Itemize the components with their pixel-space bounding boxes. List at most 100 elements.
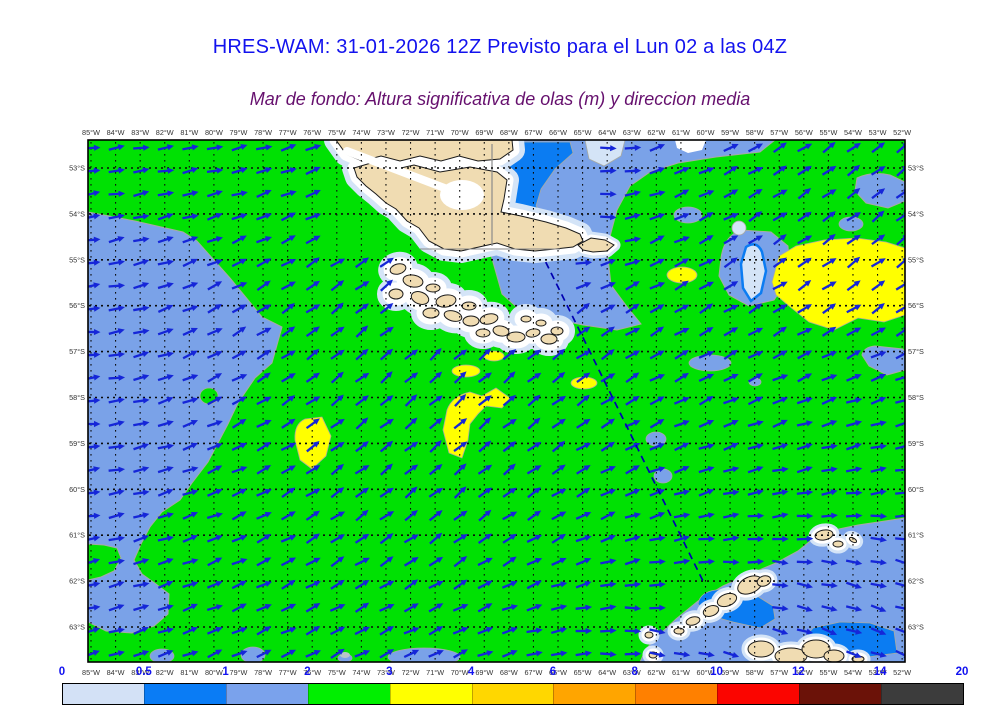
wave-region-1-2m [88, 211, 283, 634]
land-mass [801, 639, 831, 659]
wave-arrow-head [558, 371, 566, 379]
wave-arrow [552, 351, 562, 361]
wave-arrow-head [166, 236, 174, 243]
wave-arrow [182, 237, 194, 244]
wave-arrow [871, 213, 882, 223]
wave-arrow [649, 560, 661, 564]
wave-arrow [354, 466, 366, 475]
wave-arrow [674, 398, 686, 405]
wave-arrow [206, 237, 219, 244]
wave-arrow-head [559, 511, 567, 518]
wave-arrow [108, 145, 120, 151]
wave-arrow-head [707, 167, 715, 173]
wave-arrow-head [781, 512, 789, 519]
wave-arrow [157, 445, 169, 450]
wave-arrow [698, 560, 710, 564]
wave-arrow [256, 351, 268, 360]
wave-arrow-head [608, 281, 616, 288]
wave-arrow-head [706, 281, 714, 288]
wave-arrow [871, 190, 882, 200]
wave-arrow [896, 236, 905, 246]
wave-arrow [256, 513, 268, 520]
wave-arrow [576, 397, 587, 407]
wave-arrow-head [264, 189, 272, 196]
wave-arrow [133, 307, 145, 312]
wave-arrow-head [264, 236, 273, 242]
wave-arrow-head [634, 581, 642, 588]
wave-arrow [575, 352, 587, 360]
wave-arrow-head [732, 466, 740, 473]
wave-arrow [822, 305, 833, 315]
wave-arrow-head [459, 371, 467, 379]
wave-arrow [108, 261, 120, 266]
wave-arrow-head [142, 558, 150, 565]
wave-arrow-head [289, 258, 297, 265]
wave-arrow-head [215, 420, 223, 426]
wave-arrow [428, 397, 440, 406]
wave-arrow-head [190, 350, 198, 357]
wave-arrow-head [263, 441, 272, 448]
lon-tick-label-top: 78°W [254, 128, 272, 137]
wave-arrow [108, 376, 120, 380]
wave-arrow-head [508, 371, 516, 379]
wave-arrow [649, 214, 661, 221]
wave-arrow [649, 168, 661, 175]
wave-arrow [797, 282, 808, 292]
wave-arrow [478, 420, 488, 430]
wave-arrow-head [264, 511, 272, 518]
wave-arrow-head [484, 348, 492, 356]
wave-region-1-2m [478, 140, 776, 331]
wave-arrow-head [435, 487, 444, 494]
wave-arrow [379, 259, 390, 268]
wave-arrow-head [288, 649, 297, 656]
wave-arrow [206, 582, 219, 589]
wave-arrow-head [879, 651, 887, 658]
wave-arrow [88, 146, 96, 150]
wave-arrow-head [632, 395, 640, 403]
wave-arrow-head [412, 627, 420, 633]
lon-tick-label-top: 80°W [205, 128, 223, 137]
wave-arrow-head [757, 535, 765, 543]
wave-arrow-head [585, 627, 593, 635]
wave-arrow [526, 629, 538, 634]
wave-arrow [88, 651, 96, 657]
wave-arrow [871, 144, 882, 154]
lat-tick-label-left: 53°S [69, 164, 85, 173]
wave-arrow [845, 421, 858, 428]
wave-arrow [698, 260, 710, 267]
lon-tick-label-top: 74°W [352, 128, 370, 137]
lat-tick-label-right: 62°S [908, 577, 924, 586]
wave-arrow-head [510, 580, 518, 587]
wave-arrow-head [289, 190, 297, 197]
wave-arrow-head [338, 626, 346, 633]
wave-arrow-head [609, 651, 617, 658]
wave-arrow [404, 466, 415, 475]
wave-arrow [698, 213, 710, 222]
wave-arrow-head [362, 487, 370, 494]
wave-arrow [649, 467, 661, 474]
wave-arrow-head [829, 258, 837, 265]
wave-arrow-head [459, 394, 467, 401]
wave-arrow [281, 236, 292, 245]
wave-arrow [453, 420, 464, 430]
wave-arrow [846, 236, 857, 245]
wave-arrow-head [337, 418, 345, 425]
wave-arrow-head [435, 510, 443, 517]
wave-arrow [207, 490, 219, 497]
wave-arrow-head [853, 142, 861, 150]
wave-arrow-head [830, 374, 838, 380]
wave-arrow-head [142, 167, 150, 174]
wave-arrow-head [707, 466, 715, 473]
wave-arrow-head [118, 351, 126, 358]
wave-arrow [354, 374, 366, 383]
wave-arrow-head [853, 349, 862, 357]
wave-arrow-head [362, 602, 370, 609]
wave-arrow-head [166, 328, 174, 334]
wave-arrow-head [436, 626, 444, 633]
wave-arrow [772, 375, 784, 382]
wave-arrow [821, 167, 833, 176]
wave-arrow-head [288, 303, 296, 310]
wave-arrow [722, 514, 735, 519]
wave-arrow [747, 490, 759, 496]
wave-arrow [796, 421, 808, 427]
